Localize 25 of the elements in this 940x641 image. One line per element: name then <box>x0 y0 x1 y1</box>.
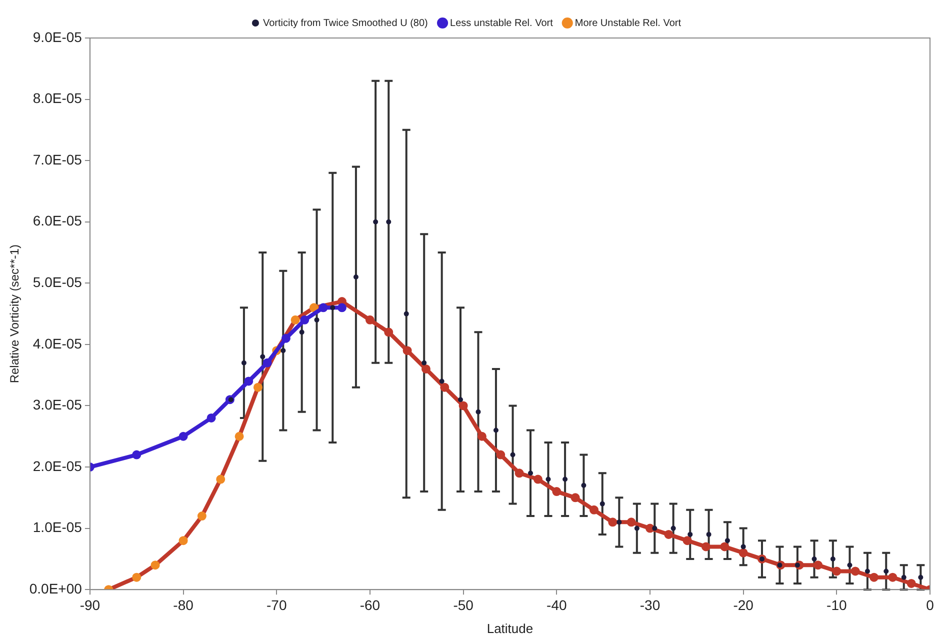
y-tick-label: 9.0E-05 <box>32 28 82 45</box>
y-tick-label: 3.0E-05 <box>32 396 82 413</box>
x-tick-label: -30 <box>640 596 660 613</box>
x-axis-title: Latitude <box>486 620 534 636</box>
x-tick-label: 0 <box>926 596 934 613</box>
x-tick-label: -10 <box>826 596 847 613</box>
y-tick-label: 5.0E-05 <box>32 274 82 290</box>
x-tick-label: -80 <box>173 596 194 613</box>
y-axis-title: Relative Vorticity (sec**-1) <box>8 244 22 384</box>
x-tick-label: -50 <box>453 596 474 613</box>
legend-label: More Unstable Rel. Vort <box>574 18 682 29</box>
y-tick-label: 1.0E-05 <box>32 519 82 536</box>
x-tick-label: -70 <box>266 596 287 613</box>
y-tick-label: 4.0E-05 <box>32 335 82 352</box>
y-tick-label: 2.0E-05 <box>32 458 82 474</box>
legend-label: Vorticity from Twice Smoothed U (80) <box>262 18 428 29</box>
y-tick-label: 6.0E-05 <box>32 212 82 229</box>
x-tick-label: -20 <box>733 596 754 613</box>
y-tick-label: 0.0E+00 <box>29 580 82 596</box>
x-tick-label: -40 <box>546 596 567 613</box>
y-tick-label: 7.0E-05 <box>32 151 82 168</box>
x-tick-label: -90 <box>80 596 100 613</box>
legend-label: Less unstable Rel. Vort <box>450 18 554 29</box>
x-tick-label: -60 <box>360 596 380 613</box>
y-tick-label: 8.0E-05 <box>32 90 82 106</box>
